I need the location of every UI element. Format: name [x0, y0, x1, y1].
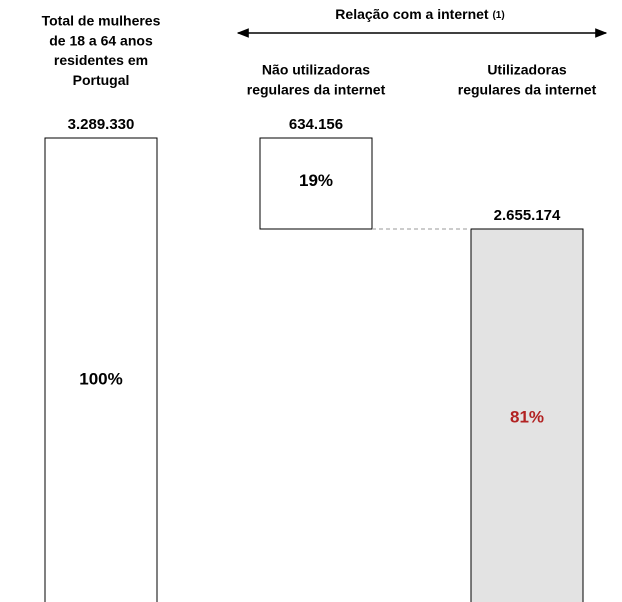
category-label: regulares da internet [458, 81, 597, 97]
header-text: Relação com a internet [335, 6, 489, 22]
bar [44, 137, 158, 602]
header: Relação com a internet (1) [335, 6, 504, 22]
value-label: 2.655.174 [494, 207, 561, 224]
share-label: 19% [299, 171, 333, 190]
category-label: regulares da internet [247, 81, 386, 97]
share-label: 81% [510, 407, 544, 426]
category-label: Utilizadoras [487, 62, 567, 78]
category-label: Não utilizadoras [262, 62, 370, 78]
header-note: (1) [492, 10, 504, 21]
category-label: Total de mulheres [42, 13, 161, 29]
category-label: de 18 a 64 anos [49, 32, 153, 48]
share-label: 100% [79, 369, 122, 388]
bar [259, 137, 373, 230]
category-label: residentes em [54, 52, 148, 68]
value-label: 3.289.330 [68, 116, 135, 133]
bar [470, 228, 584, 602]
value-label: 634.156 [289, 116, 343, 133]
category-label: Portugal [73, 72, 130, 88]
